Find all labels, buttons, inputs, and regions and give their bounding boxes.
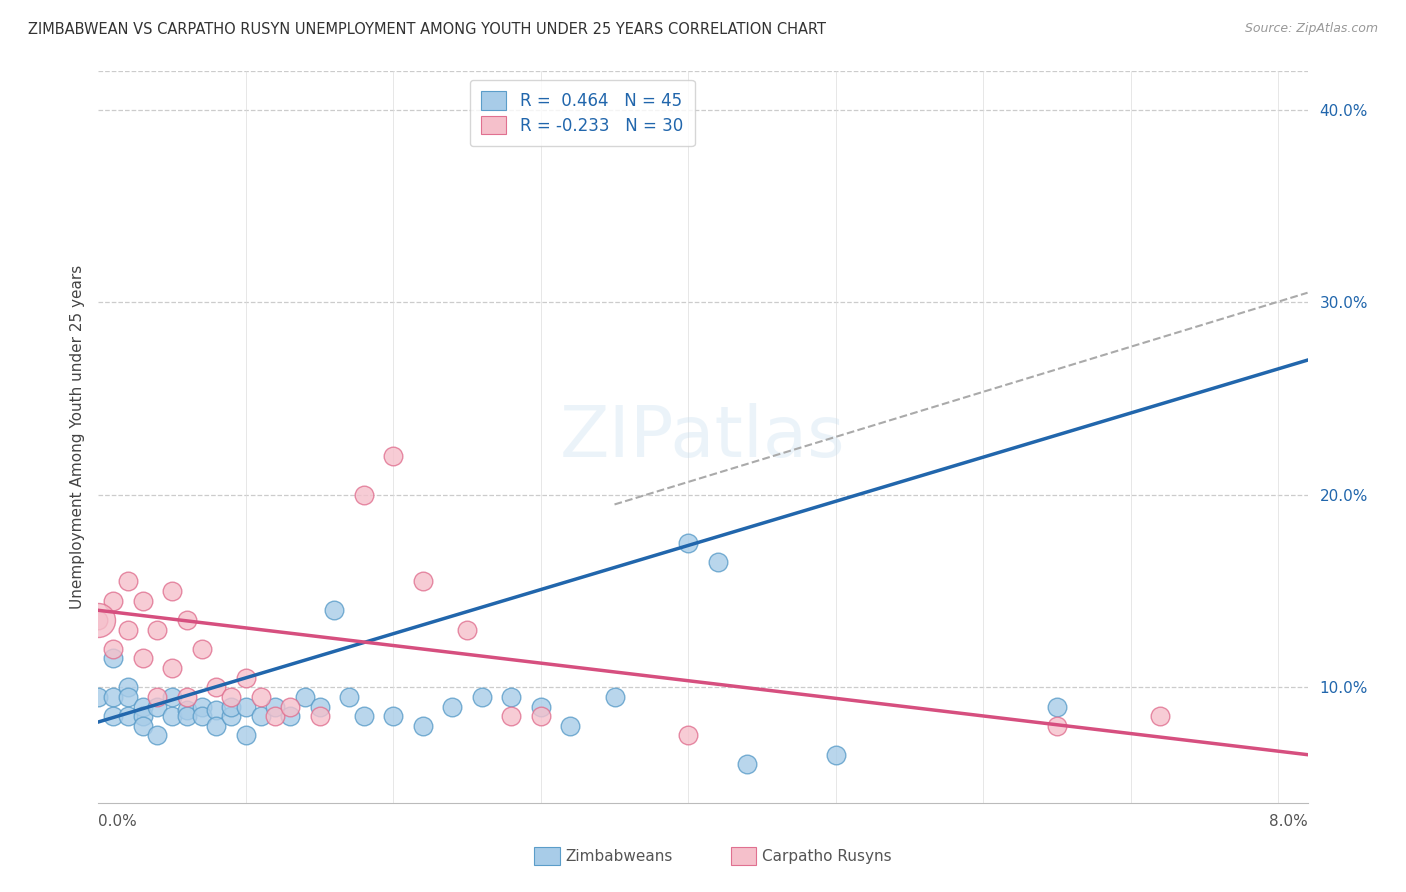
Point — [1046, 699, 1069, 714]
Point — [501, 709, 523, 723]
Point — [131, 699, 153, 714]
Point — [1046, 719, 1069, 733]
Point — [501, 690, 523, 704]
Text: Source: ZipAtlas.com: Source: ZipAtlas.com — [1244, 22, 1378, 36]
Point — [131, 651, 153, 665]
Point — [412, 719, 434, 733]
Point — [176, 690, 198, 704]
Point — [471, 690, 494, 704]
Point — [249, 709, 271, 723]
Point — [146, 699, 169, 714]
Point — [160, 709, 183, 723]
Point — [190, 699, 212, 714]
Point — [205, 703, 228, 717]
Point — [87, 690, 110, 704]
Point — [412, 574, 434, 589]
Point — [1149, 709, 1171, 723]
Point — [101, 593, 124, 607]
Point — [735, 757, 758, 772]
Point — [530, 699, 553, 714]
Point — [249, 690, 271, 704]
Point — [146, 690, 169, 704]
Text: Carpatho Rusyns: Carpatho Rusyns — [762, 849, 891, 863]
Point — [560, 719, 582, 733]
Point — [264, 709, 287, 723]
Point — [146, 728, 169, 742]
Point — [308, 709, 330, 723]
Point — [264, 699, 287, 714]
Point — [190, 709, 212, 723]
Point — [308, 699, 330, 714]
Point — [294, 690, 316, 704]
Text: 0.0%: 0.0% — [98, 814, 138, 830]
Point — [353, 488, 375, 502]
Point — [219, 690, 242, 704]
Point — [117, 681, 139, 695]
Point — [117, 690, 139, 704]
Point — [824, 747, 846, 762]
Point — [706, 555, 728, 569]
Point — [530, 709, 553, 723]
Point — [101, 641, 124, 656]
Point — [456, 623, 478, 637]
Legend: R =  0.464   N = 45, R = -0.233   N = 30: R = 0.464 N = 45, R = -0.233 N = 30 — [470, 79, 695, 146]
Point — [382, 709, 405, 723]
Point — [131, 593, 153, 607]
Point — [117, 709, 139, 723]
Point — [176, 703, 198, 717]
Point — [131, 709, 153, 723]
Point — [131, 719, 153, 733]
Text: ZIPatlas: ZIPatlas — [560, 402, 846, 472]
Point — [160, 690, 183, 704]
Y-axis label: Unemployment Among Youth under 25 years: Unemployment Among Youth under 25 years — [69, 265, 84, 609]
Point — [87, 613, 110, 627]
Point — [146, 623, 169, 637]
Point — [117, 623, 139, 637]
Point — [678, 536, 700, 550]
Point — [160, 584, 183, 599]
Point — [101, 690, 124, 704]
Point — [176, 613, 198, 627]
Point — [353, 709, 375, 723]
Point — [219, 709, 242, 723]
Point — [278, 709, 301, 723]
Point — [678, 728, 700, 742]
Point — [205, 719, 228, 733]
Point — [205, 681, 228, 695]
Point — [160, 661, 183, 675]
Text: 8.0%: 8.0% — [1268, 814, 1308, 830]
Point — [235, 699, 257, 714]
Point — [235, 671, 257, 685]
Point — [323, 603, 346, 617]
Point — [101, 651, 124, 665]
Text: ZIMBABWEAN VS CARPATHO RUSYN UNEMPLOYMENT AMONG YOUTH UNDER 25 YEARS CORRELATION: ZIMBABWEAN VS CARPATHO RUSYN UNEMPLOYMEN… — [28, 22, 827, 37]
Point — [603, 690, 626, 704]
Point — [219, 699, 242, 714]
Point — [235, 728, 257, 742]
Point — [337, 690, 360, 704]
Point — [278, 699, 301, 714]
Point — [382, 450, 405, 464]
Point — [87, 613, 110, 627]
Text: Zimbabweans: Zimbabweans — [565, 849, 672, 863]
Point — [441, 699, 464, 714]
Point — [176, 709, 198, 723]
Point — [101, 709, 124, 723]
Point — [190, 641, 212, 656]
Point — [117, 574, 139, 589]
